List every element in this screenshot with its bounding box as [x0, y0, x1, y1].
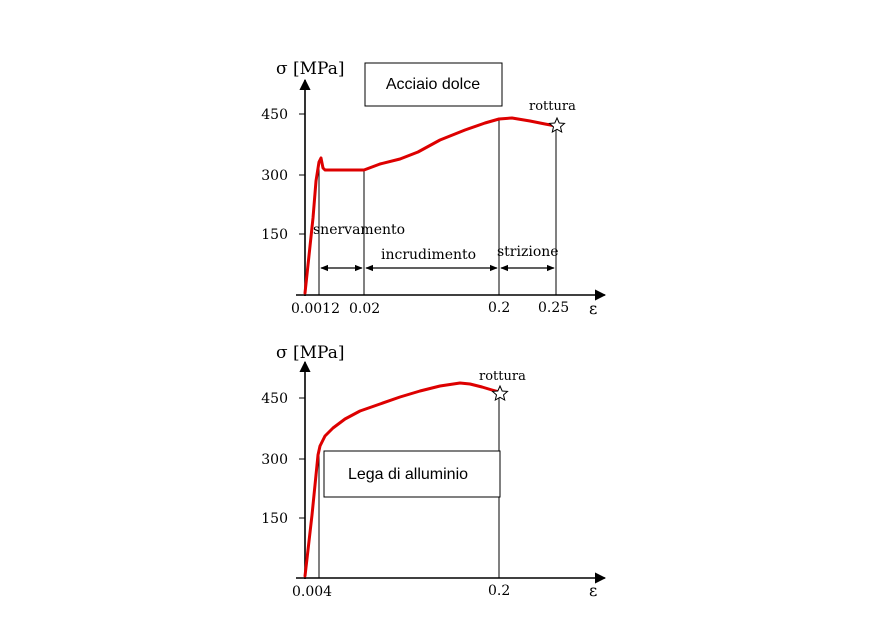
alu-y-axis-label: σ [MPa]	[276, 343, 345, 363]
steel-title-box	[364, 62, 503, 107]
steel-stress-strain-curve	[303, 116, 558, 295]
steel-label-snervamento: snervamento	[313, 222, 405, 238]
alu-ytick-label-150: 150	[261, 511, 288, 527]
steel-title: Acciaio dolce	[386, 76, 480, 93]
alu-xtick-label-0.2: 0.2	[488, 583, 510, 599]
alu-title: Lega di alluminio	[348, 466, 468, 483]
alu-title-box	[323, 450, 501, 498]
steel-x-axis-label: ε	[589, 299, 597, 318]
chart-aluminium: σ [MPa] ε 450 300 150 0.004 0.2 rottura …	[261, 343, 607, 600]
alu-stress-strain-curve	[303, 381, 501, 578]
steel-xtick-label-0.25: 0.25	[538, 300, 569, 316]
steel-label-incrudimento: incrudimento	[381, 247, 476, 263]
steel-label-strizione: strizione	[497, 244, 559, 260]
steel-ytick-label-300: 300	[261, 168, 288, 184]
steel-ytick-label-450: 450	[261, 107, 288, 123]
alu-x-axis-label: ε	[589, 581, 597, 600]
chart-steel: σ [MPa] ε 450 300 150 0.0012 0.02 0.2 0.…	[261, 59, 607, 318]
steel-xtick-label-0.2: 0.2	[488, 300, 510, 316]
steel-xtick-label-0.02: 0.02	[349, 301, 380, 317]
alu-ytick-label-450: 450	[261, 391, 288, 407]
alu-ytick-label-300: 300	[261, 452, 288, 468]
alu-xtick-label-0.004: 0.004	[292, 584, 332, 600]
steel-rupture-star-icon	[548, 116, 566, 134]
alu-rupture-star-icon	[491, 384, 509, 402]
steel-rupture-label: rottura	[529, 99, 576, 114]
steel-xtick-label-0.0012: 0.0012	[291, 301, 340, 317]
steel-y-axis-label: σ [MPa]	[276, 59, 345, 79]
steel-ytick-label-150: 150	[261, 227, 288, 243]
alu-rupture-label: rottura	[479, 369, 526, 384]
